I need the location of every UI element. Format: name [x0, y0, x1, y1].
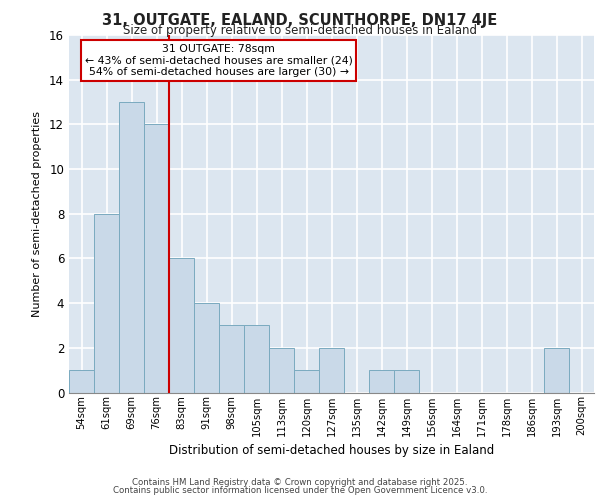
Bar	[119, 102, 144, 393]
Bar	[544, 348, 569, 393]
Bar	[69, 370, 94, 392]
Bar	[144, 124, 169, 392]
Y-axis label: Number of semi-detached properties: Number of semi-detached properties	[32, 111, 42, 317]
Bar	[369, 370, 394, 392]
Bar	[244, 326, 269, 392]
Bar	[269, 348, 294, 393]
Bar	[169, 258, 194, 392]
Bar	[319, 348, 344, 393]
Text: Size of property relative to semi-detached houses in Ealand: Size of property relative to semi-detach…	[123, 24, 477, 37]
Bar	[394, 370, 419, 392]
X-axis label: Distribution of semi-detached houses by size in Ealand: Distribution of semi-detached houses by …	[169, 444, 494, 457]
Text: Contains public sector information licensed under the Open Government Licence v3: Contains public sector information licen…	[113, 486, 487, 495]
Text: 31, OUTGATE, EALAND, SCUNTHORPE, DN17 4JE: 31, OUTGATE, EALAND, SCUNTHORPE, DN17 4J…	[103, 12, 497, 28]
Bar	[194, 303, 219, 392]
Text: Contains HM Land Registry data © Crown copyright and database right 2025.: Contains HM Land Registry data © Crown c…	[132, 478, 468, 487]
Bar	[219, 326, 244, 392]
Bar	[94, 214, 119, 392]
Bar	[294, 370, 319, 392]
Text: 31 OUTGATE: 78sqm
← 43% of semi-detached houses are smaller (24)
54% of semi-det: 31 OUTGATE: 78sqm ← 43% of semi-detached…	[85, 44, 353, 77]
